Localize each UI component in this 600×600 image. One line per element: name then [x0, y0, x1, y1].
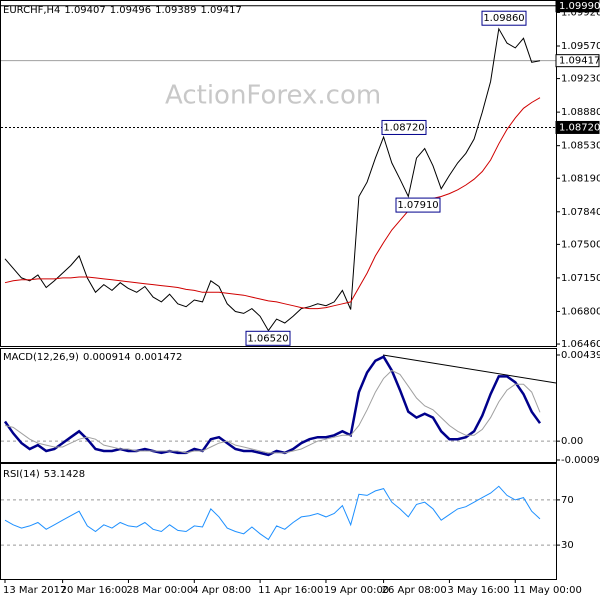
y-tick-label: 1.08530: [561, 141, 600, 152]
title-value: 1.09417: [200, 5, 241, 16]
title-value: 1.09389: [155, 5, 196, 16]
y-tick-label: 30: [561, 540, 574, 551]
x-tick-label: 4 Apr 08:00: [192, 585, 251, 596]
price-level-label: 1.09990: [559, 1, 600, 12]
annotation-label: 1.09860: [483, 13, 524, 24]
price-level-box: [555, 0, 600, 13]
trend-line: [382, 354, 557, 384]
series-line: [4, 27, 541, 332]
y-tick-label: 1.07150: [561, 273, 600, 284]
title-value: 0.001472: [135, 352, 183, 363]
macd-panel: [0, 348, 557, 463]
annotation-box: [381, 119, 427, 135]
annotation-label: 1.06520: [247, 333, 288, 344]
title-value: 53.1428: [44, 469, 85, 480]
watermark: ActionForex.com: [165, 81, 381, 111]
x-tick-label: 11 Apr 16:00: [258, 585, 323, 596]
series-line: [4, 485, 541, 541]
title-value: 0.000914: [83, 352, 131, 363]
indicator-title: MACD(12,26,9) 0.000914 0.001472: [3, 352, 182, 363]
y-tick-label: 1.07500: [561, 239, 600, 250]
y-tick-label: -0.000961: [561, 455, 600, 466]
y-tick-label: 1.06800: [561, 306, 600, 317]
title-value: 1.09407: [64, 5, 105, 16]
y-tick-label: 1.08880: [561, 107, 600, 118]
y-tick-label: 1.06460: [561, 339, 600, 350]
x-tick-label: 28 Mar 00:00: [126, 585, 193, 596]
title-name: MACD(12,26,9): [3, 352, 79, 363]
annotation-label: 1.08720: [383, 122, 424, 133]
x-tick-label: 11 May 00:00: [513, 585, 582, 596]
title-value: 1.09496: [110, 5, 151, 16]
x-tick-label: 26 Apr 08:00: [382, 585, 447, 596]
annotation-label: 1.07910: [397, 200, 438, 211]
annotation-box: [481, 10, 527, 26]
price-level-label: 1.08720: [559, 122, 600, 133]
annotation-box: [395, 197, 441, 213]
y-tick-label: 1.07840: [561, 207, 600, 218]
x-tick-label: 3 May 16:00: [447, 585, 509, 596]
x-tick-label: 19 Apr 00:00: [324, 585, 389, 596]
y-tick-label: 0.00: [561, 436, 583, 447]
y-tick-label: 70: [561, 495, 574, 506]
title-name: RSI(14): [3, 469, 40, 480]
y-tick-label: 1.08190: [561, 173, 600, 184]
price-panel: [0, 0, 557, 347]
y-tick-label: 1.09570: [561, 41, 600, 52]
x-tick-label: 20 Mar 16:00: [61, 585, 128, 596]
rsi-panel: [0, 463, 557, 580]
series-line: [4, 97, 541, 310]
y-tick-label: 0.004391: [561, 350, 600, 361]
y-tick-label: 1.09230: [561, 74, 600, 85]
title-name: EURCHF,H4: [3, 5, 60, 16]
price-level-label: 1.09417: [559, 56, 600, 67]
price-level-box: [555, 120, 600, 134]
x-tick-label: 13 Mar 2017: [3, 585, 66, 596]
series-line: [4, 369, 541, 454]
price-level-box: [555, 54, 600, 68]
indicator-title: RSI(14) 53.1428: [3, 469, 85, 480]
indicator-title: EURCHF,H4 1.09407 1.09496 1.09389 1.09417: [3, 5, 242, 16]
annotation-box: [245, 330, 291, 346]
y-tick-label: 1.09920: [561, 7, 600, 18]
